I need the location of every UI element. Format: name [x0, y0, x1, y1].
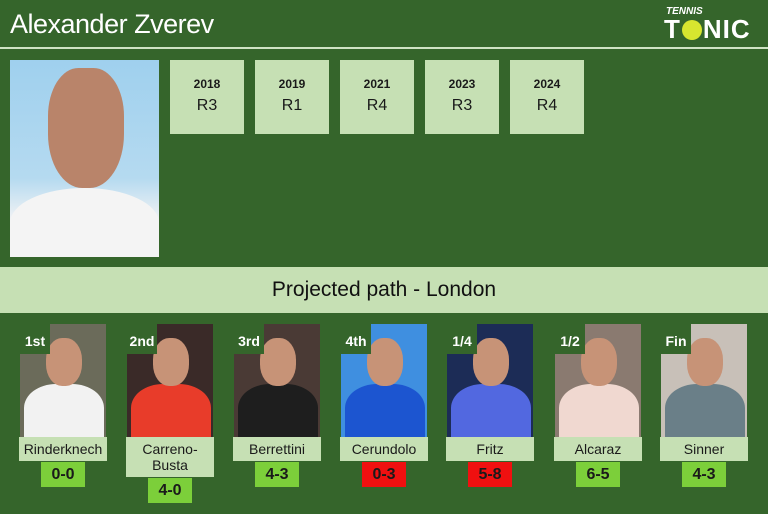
- opponent-photo: 1st: [20, 324, 106, 437]
- round-label: Fin: [661, 324, 691, 354]
- round-label: 1st: [20, 324, 50, 354]
- opponent-card: 1st Rinderknech 0-0: [19, 324, 107, 487]
- player-photo: [10, 60, 159, 257]
- head-to-head-score: 4-3: [682, 462, 726, 487]
- round-label: 2nd: [127, 324, 157, 354]
- opponent-name: Rinderknech: [19, 437, 107, 461]
- opponent-card: 3rd Berrettini 4-3: [233, 324, 321, 487]
- opponent-photo: 1/2: [555, 324, 641, 437]
- opponent-name: Sinner: [660, 437, 748, 461]
- player-name: Alexander Zverev: [10, 9, 214, 39]
- head-to-head-score: 4-3: [255, 462, 299, 487]
- opponent-card: 1/2 Alcaraz 6-5: [554, 324, 642, 487]
- history-result: R4: [536, 97, 558, 114]
- opponent-photo: 4th: [341, 324, 427, 437]
- opponent-card: 4th Cerundolo 0-3: [340, 324, 428, 487]
- round-label: 4th: [341, 324, 371, 354]
- opponent-name: Cerundolo: [340, 437, 428, 461]
- round-label: 1/4: [447, 324, 477, 354]
- opponent-name: Carreno-Busta: [126, 437, 214, 477]
- history-result: R3: [196, 97, 218, 114]
- tennis-tonic-logo: TENNIS T NIC: [664, 6, 751, 44]
- round-label: 1/2: [555, 324, 585, 354]
- opponent-card: 1/4 Fritz 5-8: [446, 324, 534, 487]
- opponent-photo: 1/4: [447, 324, 533, 437]
- head-to-head-score: 6-5: [576, 462, 620, 487]
- opponent-name: Berrettini: [233, 437, 321, 461]
- head-to-head-score: 0-0: [41, 462, 85, 487]
- history-box-2021: 2021 R4: [340, 60, 414, 134]
- projected-path-banner: Projected path - London: [0, 267, 768, 313]
- history-year: 2018: [193, 77, 221, 91]
- history-box-2024: 2024 R4: [510, 60, 584, 134]
- tennis-ball-icon: [681, 20, 702, 40]
- header-divider: [0, 47, 768, 49]
- history-result: R4: [366, 97, 388, 114]
- history-result: R3: [451, 97, 473, 114]
- history-box-2023: 2023 R3: [425, 60, 499, 134]
- opponent-photo: 3rd: [234, 324, 320, 437]
- head-to-head-score: 0-3: [362, 462, 406, 487]
- history-result: R1: [281, 97, 303, 114]
- history-box-2019: 2019 R1: [255, 60, 329, 134]
- history-year: 2021: [363, 77, 391, 91]
- opponent-card: Fin Sinner 4-3: [660, 324, 748, 487]
- opponent-name: Alcaraz: [554, 437, 642, 461]
- opponent-photo: Fin: [661, 324, 747, 437]
- history-year: 2023: [448, 77, 476, 91]
- history-year: 2019: [278, 77, 306, 91]
- opponent-card: 2nd Carreno-Busta 4-0: [126, 324, 214, 503]
- head-to-head-score: 4-0: [148, 478, 192, 503]
- head-to-head-score: 5-8: [468, 462, 512, 487]
- opponent-name: Fritz: [446, 437, 534, 461]
- round-label: 3rd: [234, 324, 264, 354]
- history-box-2018: 2018 R3: [170, 60, 244, 134]
- opponent-photo: 2nd: [127, 324, 213, 437]
- history-year: 2024: [533, 77, 561, 91]
